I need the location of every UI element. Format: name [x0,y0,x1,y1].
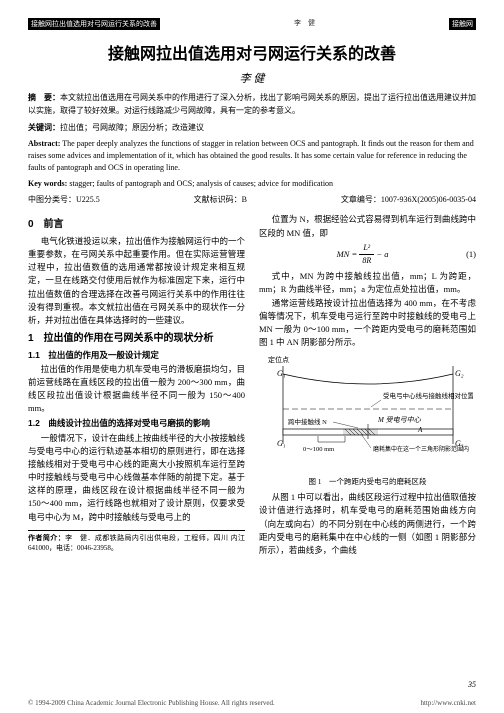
keywords-en: Key words: stagger; faults of pantograph… [28,178,476,190]
fig-label-range: 0～100 mm [303,446,334,453]
header-left: 接触网拉出值选用对弓网运行关系的改善 [28,18,160,30]
rc-para-1: 位置为 N，根据经验公式容易得到机车运行到曲线跨中区段的 MN 值，即 [259,213,476,239]
clc: 中图分类号：U225.5 [28,194,100,205]
fig-label-panto: 受电弓中心线与接触线相对位置 [383,391,473,400]
figure-1-svg: 定位点 G₁ G₂ 受电弓中心线与接触线相对位置 跨中接触线 N M 受电弓中心 [263,354,473,474]
author-footnote: 作者简介：李 健．成都铁路局内引出供电段，工程师，四川 内江 641000，电话… [28,530,245,554]
equation-1: MN = L²8R − a (1) [259,242,476,268]
eq-frac-bot: 8R [359,255,374,267]
abstract-zh: 摘 要：本文就拉出值选用在弓网关系中的作用进行了深入分析，找出了影响弓网关系的原… [28,92,476,118]
fig-label-dingwei: 定位点 [268,355,289,364]
abstract-en-text: The paper deeply analyzes the functions … [28,139,474,172]
right-column: 位置为 N，根据经验公式容易得到机车运行到曲线跨中区段的 MN 值，即 MN =… [259,213,476,558]
running-header: 接触网拉出值选用对弓网运行关系的改善 李 健 接触网 [28,18,476,30]
left-column: 0 前言 电气化铁道投运以来，拉出值作为接触网运行中的一个重要参数，在弓网关系中… [28,213,245,558]
section-1-1-heading: 1.1 拉出值的作用及一般设计规定 [28,349,245,362]
footer-right: http://www.cnki.net [420,699,476,707]
paper-title: 接触网拉出值选用对弓网运行关系的改善 [28,40,476,64]
rc-para-3: 通常运营线路按设计拉出值选择为 400 mm，在不考虑偏等情况下，机车受电弓运行… [259,297,476,350]
section-1-1-para-1: 拉出值的作用是使电力机车受电弓的滑板磨损均匀，目前运营线路在直线区段的拉出值一般… [28,363,245,416]
article-id: 文章编号：1007-936X(2005)06-0035-04 [341,194,476,205]
footnote-label: 作者简介： [28,535,65,542]
keywords-en-text: stagger; faults of pantograph and OCS; a… [69,179,333,188]
abstract-zh-label: 摘 要： [28,93,60,102]
classification-line: 中图分类号：U225.5 文献标识码：B 文章编号：1007-936X(2005… [28,194,476,205]
page-footer: © 1994-2009 China Academic Journal Elect… [0,699,504,707]
footer-left: © 1994-2009 China Academic Journal Elect… [28,699,275,707]
fig-label-g2: G₂ [455,369,464,378]
section-0-heading: 0 前言 [28,217,245,233]
header-right: 接触网 [449,18,476,30]
keywords-zh-text: 拉出值；弓网故障；原因分析；改造建议 [60,123,204,132]
keywords-zh: 关键词：拉出值；弓网故障；原因分析；改造建议 [28,122,476,135]
doc-code: 文献标识码：B [194,194,247,205]
fig-label-a: A [417,426,423,434]
rc-para-2: 式中，MN 为跨中接触线拉出值，mm；L 为跨距，mm；R 为曲线半径，mm；a… [259,270,476,296]
fig-label-g1: G₁ [277,369,286,378]
page-number: 35 [468,680,476,689]
eq-tail: − a [376,249,388,259]
eq-frac-top: L² [359,242,374,255]
figure-1: 定位点 G₁ G₂ 受电弓中心线与接触线相对位置 跨中接触线 N M 受电弓中心 [259,354,476,488]
fig-label-m: M 受电弓中心 [377,416,422,424]
fig-label-g1b: G₁ [277,439,286,448]
abstract-en-label: Abstract: [28,139,60,148]
section-1-heading: 1 拉出值的作用在弓网关系中的现状分析 [28,331,245,347]
section-1-2-para-1: 一般情况下，设计在曲线上按曲线半径的大小按接触线与受电弓中心的运行轨迹基本相切的… [28,432,245,524]
section-0-para-1: 电气化铁道投运以来，拉出值作为接触网运行中的一个重要参数，在弓网关系中起重要作用… [28,235,245,327]
section-1-2-heading: 1.2 曲线设计拉出值的选择对受电弓磨损的影响 [28,417,245,430]
header-author: 李 健 [294,18,315,30]
eq-sign: = [351,249,357,259]
paper-author: 李 健 [28,70,476,86]
fig-label-note1: 磨耗集中在这一个三角形阴影范围内 [373,445,469,453]
abstract-zh-text: 本文就拉出值选用在弓网关系中的作用进行了深入分析，找出了影响弓网关系的原因，提出… [28,93,476,115]
keywords-zh-label: 关键词： [28,123,60,132]
rc-para-4: 从图 1 中可以看出，曲线区段运行过程中拉出值取值按设计值进行选择时，机车受电弓… [259,491,476,557]
fig-hatch [343,429,378,435]
fig-label-mid: 跨中接触线 N [288,417,327,426]
keywords-en-label: Key words: [28,179,67,188]
figure-1-caption: 图 1 一个跨距内受电弓的磨耗区段 [259,476,476,488]
eq-lhs: MN [337,249,350,259]
abstract-en: Abstract: The paper deeply analyzes the … [28,138,476,174]
eq-number: (1) [466,248,476,261]
